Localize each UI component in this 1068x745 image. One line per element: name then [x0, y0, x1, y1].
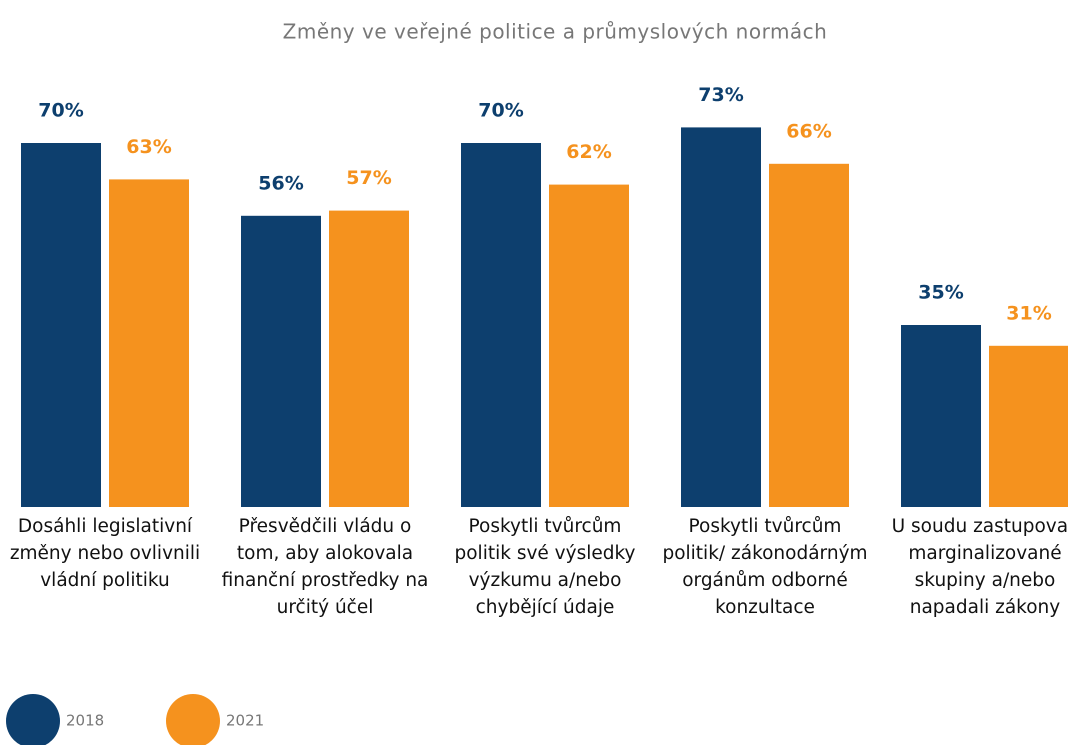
legend-swatch: [166, 694, 220, 745]
bar: [901, 325, 981, 507]
x-tick-label: U soudu zastupovali marginalizované skup…: [891, 516, 1068, 618]
value-label: 31%: [1006, 302, 1051, 324]
legend-label: 2018: [66, 712, 104, 730]
x-tick-label: Přesvědčili vládu o tom, aby alokovala f…: [221, 516, 429, 618]
bar: [549, 184, 629, 507]
value-label: 62%: [566, 141, 611, 163]
x-tick-label: Poskytli tvůrcům politik/ zákonodárným o…: [662, 516, 868, 618]
bar: [989, 345, 1068, 507]
bar: [21, 143, 101, 507]
legend-label: 2021: [226, 712, 264, 730]
value-label: 70%: [38, 100, 83, 122]
value-label: 66%: [786, 120, 831, 142]
bar: [461, 143, 541, 507]
bar: [241, 215, 321, 508]
x-tick-label: Dosáhli legislativní změny nebo ovlivnil…: [9, 516, 201, 591]
bar: [109, 179, 189, 507]
value-label: 35%: [918, 282, 963, 304]
x-tick-label: Poskytli tvůrcům politik své výsledky vý…: [454, 516, 636, 618]
value-label: 73%: [698, 84, 743, 106]
value-label: 56%: [258, 172, 303, 194]
value-label: 70%: [478, 100, 523, 122]
bar: [769, 163, 849, 508]
bar: [681, 127, 761, 508]
chart-title: Změny ve veřejné politice a průmyslových…: [283, 20, 828, 44]
legend-swatch: [6, 694, 60, 745]
value-label: 57%: [346, 167, 391, 189]
bar: [329, 210, 409, 507]
value-label: 63%: [126, 136, 171, 158]
